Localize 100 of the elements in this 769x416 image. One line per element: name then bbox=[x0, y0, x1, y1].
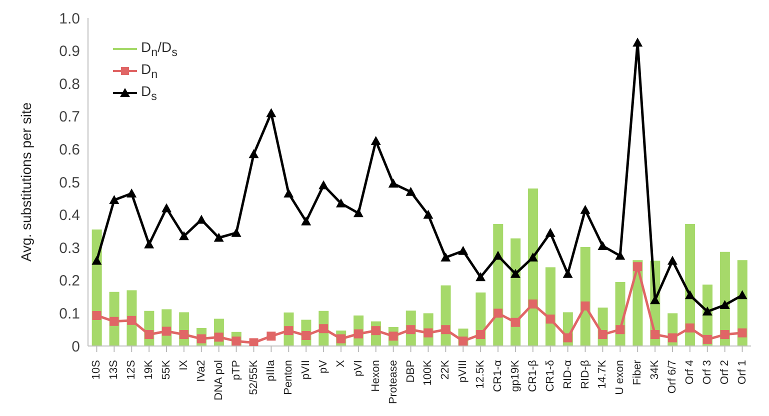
x-tick-label: CR1-δ bbox=[544, 360, 556, 392]
legend-label: D$_{s}$ bbox=[141, 83, 157, 103]
point bbox=[301, 216, 312, 226]
legend-label: D$_{n}$/D$_{s}$ bbox=[141, 39, 178, 59]
point bbox=[214, 332, 224, 342]
x-tick-label: Fiber bbox=[632, 360, 644, 386]
point bbox=[616, 325, 625, 334]
point bbox=[528, 252, 538, 262]
x-tick-label: Hexon bbox=[370, 360, 382, 392]
point bbox=[353, 208, 364, 218]
point bbox=[336, 198, 346, 208]
point bbox=[162, 203, 172, 212]
point bbox=[266, 108, 276, 118]
x-tick-label: 22K bbox=[440, 359, 452, 380]
legend-label: D$_{n}$ bbox=[141, 61, 158, 81]
point bbox=[545, 228, 556, 237]
point bbox=[127, 316, 136, 325]
point bbox=[580, 301, 590, 310]
x-tick-label: 19K bbox=[143, 359, 156, 380]
x-tick-label: 12S bbox=[126, 360, 138, 380]
point bbox=[92, 310, 102, 320]
point bbox=[231, 228, 242, 237]
x-tick-label: X bbox=[334, 359, 347, 368]
x-tick-label: CR1-β bbox=[526, 360, 539, 392]
x-tick-label: RID-α bbox=[562, 359, 574, 389]
x-tick-label: 55K bbox=[160, 359, 173, 380]
point bbox=[388, 178, 398, 188]
point bbox=[737, 290, 748, 300]
y-tick-label: 0.9 bbox=[59, 43, 80, 60]
y-tick-label: 0.4 bbox=[59, 207, 80, 224]
x-tick-label: DNA pol bbox=[212, 360, 225, 400]
point bbox=[318, 180, 329, 190]
x-tick-label: pV bbox=[318, 359, 330, 374]
x-tick-label: 14.7K bbox=[596, 359, 609, 389]
point bbox=[702, 306, 712, 316]
point bbox=[510, 268, 520, 278]
point bbox=[528, 300, 538, 309]
point bbox=[684, 290, 695, 300]
point bbox=[562, 268, 573, 278]
point bbox=[720, 330, 730, 340]
x-tick-label: 12.5K bbox=[474, 359, 487, 389]
y-tick-label: 0.2 bbox=[59, 272, 80, 290]
x-tick-label: 13S bbox=[108, 360, 120, 380]
point bbox=[248, 149, 259, 158]
y-tick-label: 0.8 bbox=[59, 76, 80, 93]
point bbox=[580, 204, 590, 214]
point bbox=[702, 334, 712, 344]
y-tick-label: 0.5 bbox=[59, 174, 80, 192]
y-tick-label: 0.1 bbox=[59, 306, 80, 323]
x-tick-label: gp19K bbox=[509, 359, 522, 392]
point bbox=[738, 328, 747, 338]
x-tick-label: Orf 1 bbox=[736, 360, 748, 384]
point bbox=[458, 246, 468, 255]
point bbox=[615, 250, 626, 260]
x-tick-label: Orf 4 bbox=[684, 360, 696, 384]
x-tick-label: 34K bbox=[649, 359, 662, 380]
point bbox=[178, 231, 189, 240]
x-tick-label: pIIIa bbox=[265, 359, 278, 382]
point bbox=[179, 330, 188, 340]
point bbox=[284, 188, 294, 198]
point bbox=[493, 250, 504, 260]
point bbox=[249, 338, 258, 346]
point bbox=[144, 330, 154, 340]
y-tick-label: 1.0 bbox=[59, 10, 80, 28]
point bbox=[476, 272, 486, 282]
y-tick-label: 0 bbox=[72, 338, 80, 356]
x-tick-label: pVII bbox=[300, 360, 312, 380]
point bbox=[650, 330, 660, 340]
point bbox=[476, 330, 486, 340]
point bbox=[196, 214, 206, 224]
point bbox=[667, 256, 678, 265]
x-tick-label: RID-β bbox=[579, 360, 592, 389]
x-tick-label: 52/55K bbox=[248, 359, 260, 395]
point bbox=[266, 332, 276, 341]
x-tick-label: U exon bbox=[614, 360, 626, 395]
point bbox=[510, 318, 520, 327]
x-tick-label: Orf 3 bbox=[701, 360, 714, 384]
x-tick-label: DBP bbox=[404, 360, 417, 383]
point bbox=[598, 240, 608, 250]
point bbox=[214, 232, 224, 242]
point bbox=[92, 256, 102, 265]
point bbox=[370, 136, 381, 145]
x-tick-label: IVa2 bbox=[195, 360, 208, 382]
point bbox=[126, 188, 137, 198]
point bbox=[633, 262, 642, 272]
x-tick-label: Protease bbox=[387, 360, 400, 404]
x-tick-label: 100K bbox=[422, 359, 434, 386]
point bbox=[144, 239, 154, 248]
point bbox=[440, 252, 451, 262]
point bbox=[720, 300, 730, 309]
point bbox=[109, 195, 120, 204]
y-axis-title: Avg. substitutions per site bbox=[18, 102, 34, 262]
x-tick-label: Penton bbox=[282, 360, 295, 395]
x-tick-label: Orf 6/7 bbox=[666, 360, 678, 394]
y-tick-label: 0.7 bbox=[59, 108, 80, 126]
x-tick-label: pVIII bbox=[457, 360, 470, 383]
point bbox=[423, 210, 434, 219]
point bbox=[494, 308, 503, 318]
point bbox=[632, 38, 643, 47]
y-tick-label: 0.6 bbox=[59, 142, 80, 159]
